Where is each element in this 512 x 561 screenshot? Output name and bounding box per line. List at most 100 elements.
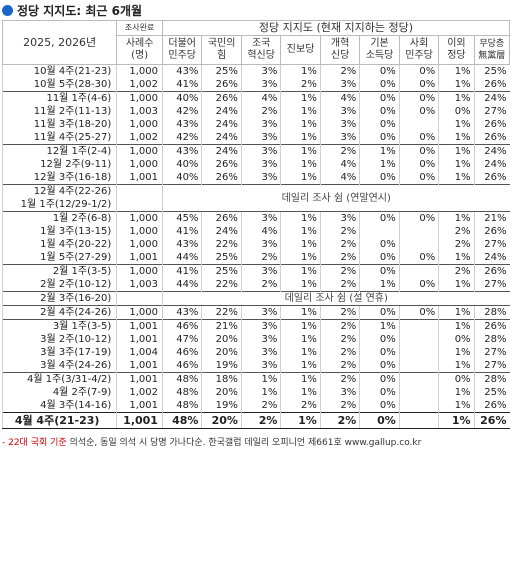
value-cell: 0% (398, 158, 439, 171)
table-row: 10월 5주(28-30) 1,002 41% 26% 3% 2% 3% 0% 0% 1% 26% (1, 78, 510, 92)
table-row: 11월 2주(11-13) 1,003 42% 24% 2% 1% 3% 0% 0% 0% 27% (1, 105, 510, 118)
value-cell: 3% (240, 158, 281, 171)
sample-cell: 1,001 (116, 412, 163, 429)
value-cell (398, 386, 439, 399)
note-row: 12월 4주(22-26) 데일리 조사 쉼 (연말연시) (1, 184, 510, 212)
value-cell: 26% (473, 399, 510, 413)
value-cell: 26% (201, 171, 242, 185)
value-cell: 1% (438, 144, 475, 158)
value-cell: 24% (201, 144, 242, 158)
value-cell: 2% (319, 319, 360, 333)
period-cell: 2월 1주(3-5) (1, 264, 117, 278)
table-row: 1월 3주(13-15) 1,000 41% 24% 4% 1% 2% 2% 26% (1, 225, 510, 238)
value-cell: 46% (161, 346, 202, 359)
value-cell: 1% (280, 264, 321, 278)
value-cell: 40% (161, 171, 202, 185)
table-row: 11월 3주(18-20) 1,000 43% 24% 3% 1% 3% 0% 1% 26% (1, 118, 510, 131)
party-header: 무당층 無黨層 (473, 35, 511, 65)
value-cell: 3% (240, 171, 281, 185)
value-cell: 26% (201, 91, 242, 105)
value-cell: 0% (359, 386, 400, 399)
value-cell: 1% (438, 91, 475, 105)
value-cell: 20% (201, 386, 242, 399)
value-cell: 26% (473, 131, 510, 145)
value-cell: 1% (359, 278, 400, 292)
sample-cell: 1,000 (116, 305, 163, 320)
period-cell: 10월 4주(21-23) (1, 64, 117, 78)
value-cell: 3% (240, 346, 281, 359)
period-cell: 10월 5주(28-30) (1, 78, 117, 92)
value-cell: 1% (280, 305, 321, 320)
sample-cell: 1,000 (116, 91, 163, 105)
pause-note: 데일리 조사 쉼 (연말연시) (161, 184, 510, 212)
page-title-bar: 정당 지지도: 최근 6개월 (0, 0, 512, 20)
sample-cell: 1,001 (116, 372, 163, 386)
value-cell (398, 399, 439, 413)
value-cell: 2% (240, 105, 281, 118)
value-cell: 43% (161, 64, 202, 78)
period-cell: 12월 4주(22-26) (1, 184, 117, 198)
sample-cell: 1,003 (116, 105, 163, 118)
period-cell: 11월 3주(18-20) (1, 118, 117, 131)
value-cell: 21% (473, 211, 510, 225)
value-cell: 43% (161, 144, 202, 158)
value-cell (398, 319, 439, 333)
value-cell: 2% (319, 399, 360, 413)
value-cell: 1% (280, 225, 321, 238)
table-row: 3월 3주(17-19) 1,004 46% 20% 3% 1% 2% 0% 1% 27% (1, 346, 510, 359)
table-row: 12월 3주(16-18) 1,001 40% 26% 3% 1% 4% 0% 0% 1% 26% (1, 171, 510, 185)
value-cell: 0% (359, 64, 400, 78)
value-cell: 3% (319, 105, 360, 118)
value-cell (398, 238, 439, 251)
value-cell: 2% (438, 264, 475, 278)
sample-cell: 1,000 (116, 238, 163, 251)
empty-cell (116, 291, 163, 306)
value-cell: 0% (359, 131, 400, 145)
value-cell: 20% (201, 333, 242, 346)
value-cell: 0% (438, 105, 475, 118)
value-cell: 3% (240, 144, 281, 158)
value-cell: 1% (438, 118, 475, 131)
value-cell: 43% (161, 305, 202, 320)
value-cell: 1% (280, 171, 321, 185)
sample-cell: 1,000 (116, 264, 163, 278)
value-cell: 2% (319, 359, 360, 373)
value-cell: 2% (280, 78, 321, 92)
value-cell: 2% (319, 305, 360, 320)
value-cell: 1% (280, 333, 321, 346)
value-cell: 3% (240, 64, 281, 78)
period-cell: 1월 5주(27-29) (1, 251, 117, 265)
value-cell: 46% (161, 359, 202, 373)
value-cell: 2% (240, 278, 281, 292)
value-cell: 25% (201, 64, 242, 78)
value-cell: 4% (319, 158, 360, 171)
value-cell: 24% (201, 225, 242, 238)
value-cell: 0% (359, 412, 400, 429)
value-cell: 20% (201, 346, 242, 359)
party-group-header: 정당 지지도 (현재 지지하는 정당) (161, 20, 511, 36)
table-row: 4월 3주(14-16) 1,001 48% 19% 2% 2% 2% 0% 1% 26% (1, 399, 510, 413)
party-header: 조국 혁신당 (240, 35, 282, 65)
value-cell: 43% (161, 118, 202, 131)
value-cell: 26% (473, 118, 510, 131)
value-cell: 25% (473, 64, 510, 78)
value-cell: 40% (161, 91, 202, 105)
value-cell: 3% (240, 78, 281, 92)
value-cell: 0% (398, 278, 439, 292)
value-cell: 2% (240, 251, 281, 265)
period-cell: 2월 4주(24-26) (1, 305, 117, 320)
table-row: 1월 5주(27-29) 1,001 44% 25% 2% 1% 2% 0% 0% 1% 24% (1, 251, 510, 265)
value-cell: 18% (201, 372, 242, 386)
value-cell: 2% (438, 238, 475, 251)
value-cell: 44% (161, 278, 202, 292)
value-cell: 1% (280, 412, 321, 429)
value-cell: 1% (438, 399, 475, 413)
period-cell: 3월 3주(17-19) (1, 346, 117, 359)
value-cell: 4% (319, 171, 360, 185)
value-cell: 1% (438, 78, 475, 92)
value-cell: 1% (438, 158, 475, 171)
period-cell: 4월 4주(21-23) (1, 412, 117, 429)
value-cell: 0% (398, 91, 439, 105)
sample-cell: 1,002 (116, 386, 163, 399)
value-cell: 1% (280, 359, 321, 373)
